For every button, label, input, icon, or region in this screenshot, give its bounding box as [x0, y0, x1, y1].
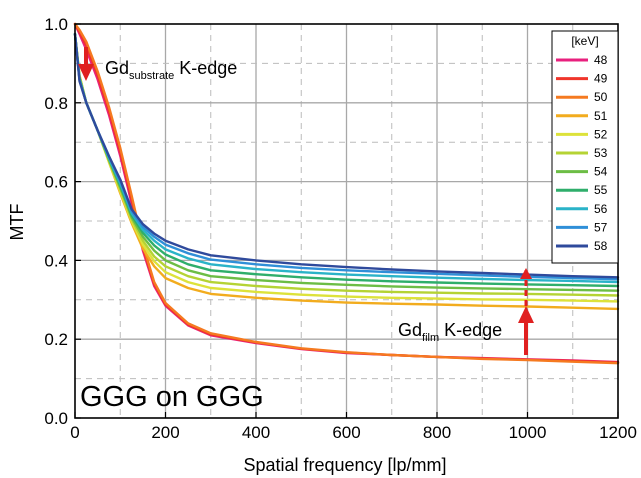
- y-tick-labels: 0.0 0.2 0.4 0.6 0.8 1.0: [44, 15, 68, 428]
- legend-label-55: 55: [594, 183, 608, 197]
- substrate-k-edge-label: Gdsubstrate K-edge: [105, 58, 237, 82]
- film-k-edge-label: Gdfilm K-edge: [398, 320, 502, 344]
- legend-label-53: 53: [594, 146, 608, 160]
- legend-label-51: 51: [594, 109, 608, 123]
- legend-label-49: 49: [594, 72, 608, 86]
- substrate-k-edge-annotation: Gdsubstrate K-edge: [78, 47, 237, 82]
- legend-label-52: 52: [594, 127, 608, 141]
- legend-label-58: 58: [594, 239, 608, 253]
- y-tick-label: 0.4: [44, 251, 68, 270]
- legend-items: 48 49 50 51 52 53 54 55 56 57 58: [556, 53, 608, 253]
- sample-label: GGG on GGG: [80, 381, 264, 413]
- x-tick-label: 1000: [509, 423, 547, 442]
- series-line-50: [73, 22, 620, 365]
- legend-label-56: 56: [594, 202, 608, 216]
- legend-title: [keV]: [571, 34, 598, 48]
- x-tick-label: 1200: [599, 423, 637, 442]
- y-tick-label: 1.0: [44, 15, 68, 34]
- y-tick-label: 0.0: [44, 409, 68, 428]
- series-line-58: [73, 32, 620, 279]
- legend: [keV] 48 49 50 51 52 53 54 55 56 57 58: [551, 30, 619, 264]
- x-axis-title: Spatial frequency [lp/mm]: [243, 455, 446, 475]
- film-k-edge-annotation: Gdfilm K-edge: [398, 268, 534, 355]
- legend-label-57: 57: [594, 220, 608, 234]
- legend-label-50: 50: [594, 90, 608, 104]
- y-tick-label: 0.6: [44, 173, 68, 192]
- legend-box: [551, 30, 619, 264]
- legend-label-48: 48: [594, 53, 608, 67]
- x-tick-label: 800: [423, 423, 451, 442]
- legend-label-54: 54: [594, 165, 608, 179]
- x-tick-labels: 0 200 400 600 800 1000 1200: [70, 423, 637, 442]
- x-tick-label: 200: [151, 423, 179, 442]
- film-arrow-head-top: [520, 268, 532, 279]
- y-tick-label: 0.2: [44, 330, 68, 349]
- x-tick-label: 600: [332, 423, 360, 442]
- film-arrow-head: [518, 306, 534, 323]
- tick-marks: [74, 23, 619, 419]
- substrate-arrow-head: [78, 64, 94, 81]
- y-tick-label: 0.8: [44, 94, 68, 113]
- y-axis-title: MTF: [7, 204, 27, 241]
- x-tick-label: 0: [70, 423, 79, 442]
- x-tick-label: 400: [242, 423, 270, 442]
- series-lines: [73, 22, 620, 365]
